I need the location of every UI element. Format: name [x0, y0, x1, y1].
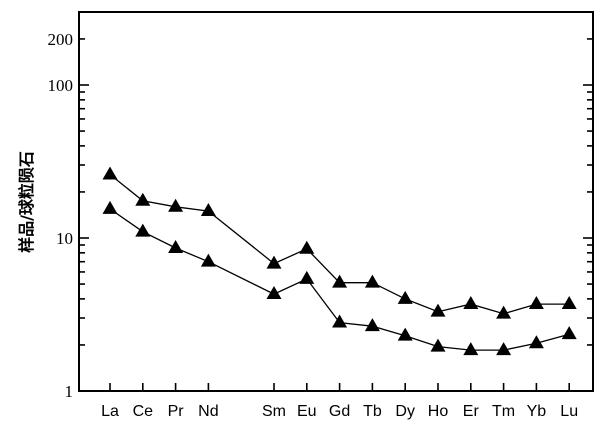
- series-line: [109, 173, 570, 315]
- x-category-label: Tm: [492, 403, 515, 420]
- triangle-marker: [135, 192, 151, 206]
- triangle-marker: [299, 270, 315, 284]
- x-category-label: Eu: [297, 403, 317, 420]
- triangle-marker: [463, 342, 479, 356]
- x-category-label: Yb: [527, 403, 547, 420]
- triangle-marker: [332, 314, 348, 328]
- y-tick-label: 1: [65, 382, 74, 401]
- triangle-marker: [463, 296, 479, 310]
- x-category-label: Nd: [198, 403, 218, 420]
- triangle-marker: [397, 327, 413, 341]
- triangle-marker: [200, 253, 216, 267]
- y-axis-ticks: [79, 11, 593, 392]
- plot-frame: [78, 11, 594, 392]
- triangle-marker: [561, 296, 577, 310]
- triangle-marker: [364, 318, 380, 332]
- triangle-marker: [496, 342, 512, 356]
- x-category-label: Lu: [560, 403, 578, 420]
- triangle-marker: [168, 198, 184, 212]
- x-category-label: La: [101, 403, 119, 420]
- x-category-label: Gd: [329, 403, 350, 420]
- x-category-label: Dy: [395, 403, 415, 420]
- y-tick-label: 200: [48, 30, 74, 49]
- triangle-marker: [528, 296, 544, 310]
- triangle-marker: [135, 223, 151, 237]
- triangle-marker: [430, 303, 446, 317]
- y-tick-label: 10: [56, 229, 73, 248]
- triangle-marker: [528, 335, 544, 349]
- triangle-marker: [430, 338, 446, 352]
- x-category-label: Er: [463, 403, 480, 420]
- x-category-label: Ce: [133, 403, 154, 420]
- series-2: [102, 200, 577, 356]
- triangle-marker: [364, 274, 380, 288]
- x-axis-ticks: [109, 383, 571, 391]
- x-category-label: Ho: [428, 403, 449, 420]
- triangle-marker: [332, 274, 348, 288]
- triangle-marker: [168, 239, 184, 253]
- x-category-label: Sm: [262, 403, 286, 420]
- triangle-marker: [200, 202, 216, 216]
- series-layer: [102, 166, 577, 356]
- y-axis-title: 样品/球粒陨石: [17, 151, 36, 253]
- triangle-marker: [299, 240, 315, 254]
- x-axis-category-labels: La Ce Pr Nd Sm Eu Gd Tb Dy Ho Er Tm Yb Lu: [101, 403, 578, 420]
- y-axis-tick-labels: 1 10 100 200: [48, 30, 74, 401]
- series-1: [102, 166, 577, 319]
- triangle-marker: [266, 286, 282, 300]
- y-tick-label: 100: [48, 76, 74, 95]
- triangle-marker: [496, 305, 512, 319]
- triangle-marker: [266, 255, 282, 269]
- triangle-marker: [561, 326, 577, 340]
- triangle-marker: [102, 166, 118, 180]
- x-category-label: Tb: [363, 403, 382, 420]
- triangle-marker: [397, 290, 413, 304]
- x-category-label: Pr: [168, 403, 185, 420]
- triangle-marker: [102, 200, 118, 214]
